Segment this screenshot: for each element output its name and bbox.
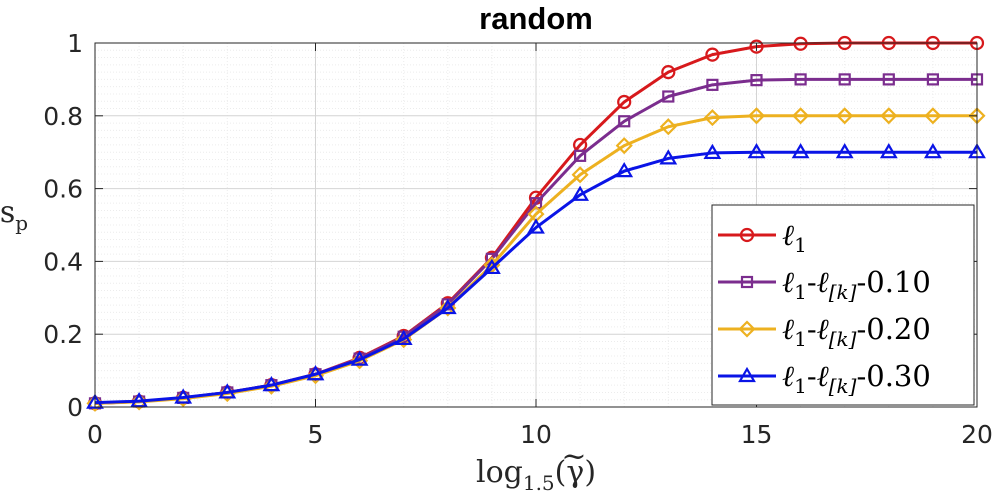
data-point [350,350,369,366]
data-point [749,39,764,54]
data-point [615,161,634,178]
legend-marker [738,366,756,383]
data-point [880,107,898,125]
data-point [793,36,808,51]
legend-marker [740,275,754,289]
data-point [527,218,545,234]
data-point [659,118,677,136]
legend-entry: ℓ1-ℓ[k]-0.20 [718,312,931,351]
data-point [615,137,633,155]
data-point [794,73,807,86]
data-point [262,375,281,392]
legend-label: ℓ1-ℓ[k]-0.10 [782,265,931,304]
series-line [94,150,977,405]
legend-label: ℓ1 [782,218,807,257]
y-tick-label: 0.2 [43,320,83,349]
data-point [218,383,237,399]
chart-title: random [479,1,593,36]
tick-labels: 0 5 10 15 20 0 0.2 0.4 0.6 0.8 1 [43,29,993,449]
data-point [662,90,675,103]
data-point [571,166,589,184]
x-tick-label: 15 [741,420,773,449]
x-tick-label: 20 [961,420,993,449]
x-tick-label: 10 [520,420,552,449]
data-point [703,109,721,127]
data-point [924,107,942,125]
data-point [482,258,501,275]
data-point [618,115,631,128]
y-tick-label: 1 [67,29,83,58]
data-point [791,143,810,159]
data-point [573,149,587,162]
data-point [705,47,720,62]
legend-box [711,204,975,406]
y-axis-label: sp [0,195,28,235]
data-point [306,365,325,381]
series-layer [86,35,986,412]
legend-entry: ℓ1 [718,218,807,257]
data-point [747,107,766,125]
data-point [923,143,942,159]
legend: ℓ1 ℓ1-ℓ[k]-0.10 ℓ1-ℓ[k]-0.20 ℓ1-ℓ[k]-0.30 [711,204,975,406]
data-point [882,73,895,86]
data-point [835,143,854,159]
data-point [703,143,722,160]
legend-label: ℓ1-ℓ[k]-0.20 [782,312,931,351]
data-point [706,78,719,91]
legend-marker [738,320,756,338]
legend-label: ℓ1-ℓ[k]-0.30 [782,359,931,398]
data-point [750,74,763,87]
y-tick-label: 0.4 [43,247,83,276]
data-point [659,149,678,165]
y-tick-label: 0 [67,393,83,422]
data-point [661,65,676,80]
data-point [394,329,413,346]
data-point [747,143,766,159]
x-axis-label-tilde: ~ [561,439,586,474]
legend-entry: ℓ1-ℓ[k]-0.10 [718,265,931,304]
data-point [617,94,632,110]
y-tick-label: 0.8 [43,102,83,131]
data-point [879,143,898,159]
x-tick-label: 5 [308,420,324,449]
data-point [926,73,940,86]
data-point [838,73,851,86]
x-axis-label: log1.5(γ) [476,455,596,495]
data-point [438,298,457,315]
data-point [571,185,590,201]
data-point [86,393,104,409]
x-tick-label: 0 [87,420,103,449]
data-point [130,391,149,408]
y-tick-label: 0.6 [43,175,83,204]
data-point [836,107,854,125]
legend-marker [739,227,755,243]
data-point [174,388,193,404]
data-point [792,107,810,125]
legend-entry: ℓ1-ℓ[k]-0.30 [718,359,931,398]
